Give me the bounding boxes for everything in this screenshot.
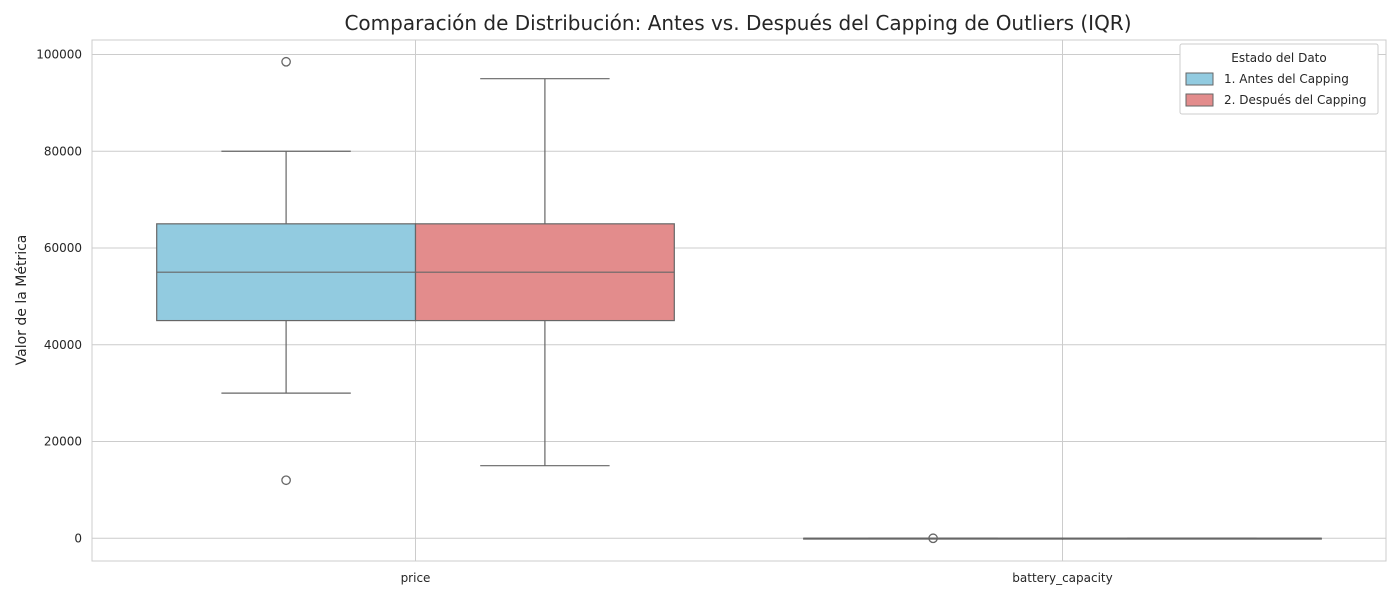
plot-area: 0 20000 40000 60000 80000 100000 price battery_…	[36, 39, 1387, 585]
box-price-antes	[156, 56, 417, 486]
legend-items: 1. Antes del Capping 2. Después del Cappi…	[1185, 72, 1366, 107]
legend-swatch	[1185, 72, 1214, 86]
y-tick-label: 0	[74, 531, 82, 545]
outlier-point	[281, 56, 291, 67]
plot-frame	[91, 39, 1387, 562]
legend-title: Estado del Dato	[1231, 51, 1326, 65]
legend-label: 2. Después del Capping	[1224, 93, 1366, 107]
x-tick-label: battery_capacity	[1012, 571, 1112, 585]
legend-label: 1. Antes del Capping	[1224, 72, 1349, 86]
outlier-point	[928, 533, 938, 544]
y-axis-label: Valor de la Métrica	[14, 235, 30, 366]
y-tick-label: 60000	[44, 241, 82, 255]
legend-frame	[1179, 43, 1379, 115]
box-battery_capacity-antes	[803, 533, 1064, 544]
outlier-point	[281, 475, 291, 486]
y-tick-label: 100000	[36, 48, 82, 62]
legend-swatch	[1185, 93, 1214, 107]
y-tick-label: 20000	[44, 435, 82, 449]
y-tick-label: 80000	[44, 144, 82, 158]
chart-title: Comparación de Distribución: Antes vs. D…	[344, 11, 1131, 35]
box-price-despues	[414, 78, 675, 467]
y-tick-label: 40000	[44, 338, 82, 352]
box-battery_capacity-despues	[1061, 537, 1322, 540]
x-tick-label: price	[401, 571, 431, 585]
legend: Estado del Dato 1. Antes del Capping 2. D…	[1179, 43, 1379, 115]
